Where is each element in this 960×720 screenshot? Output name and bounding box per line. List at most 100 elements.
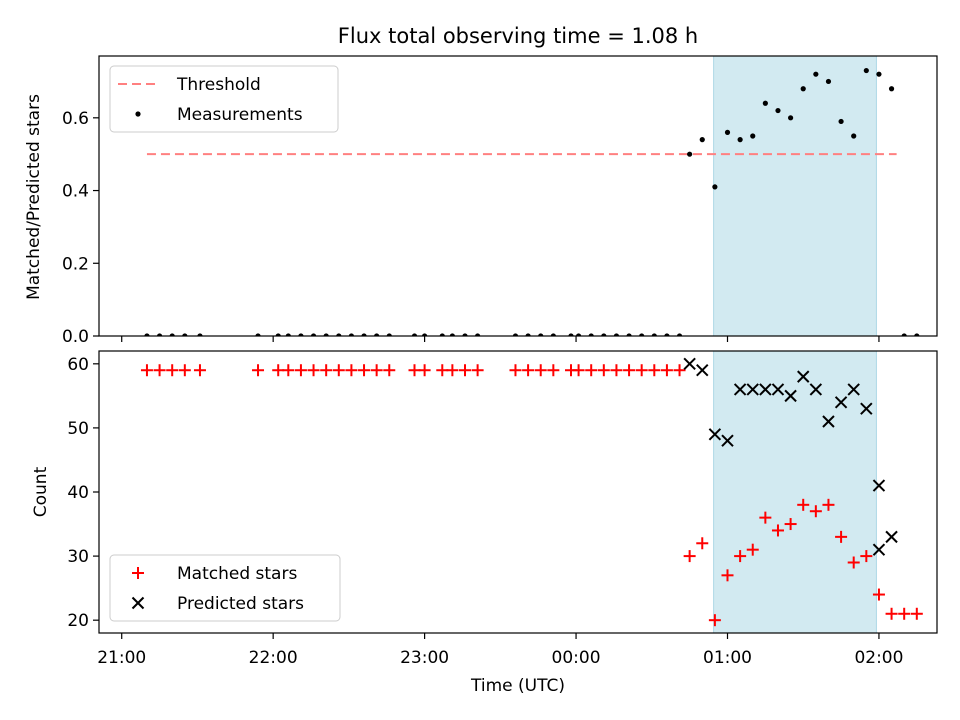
measurement-point: [888, 86, 895, 92]
measurement-point: [762, 100, 768, 106]
measurement-point: [851, 133, 857, 139]
matched-star-point: [509, 364, 522, 377]
matched-star-point: [418, 364, 431, 377]
matched-star-point: [708, 614, 721, 627]
matched-star-point: [320, 364, 333, 377]
measurement-point: [255, 333, 261, 336]
bottom-y-ticks: 20 30 40 50 60: [67, 355, 99, 631]
measurement-point: [588, 333, 594, 336]
y-tick-label: 60: [67, 355, 89, 375]
matched-star-point: [660, 364, 673, 377]
predicted-star-point: [733, 383, 747, 396]
matched-star-point: [759, 511, 772, 524]
y-tick-label: 40: [67, 483, 89, 503]
predicted-star-point: [708, 428, 722, 441]
matched-star-point: [898, 607, 911, 620]
matched-star-point: [696, 537, 709, 550]
measurement-point: [310, 333, 317, 336]
measurement-point: [775, 107, 781, 114]
measurement-point: [525, 333, 531, 336]
measurement-point: [664, 333, 670, 336]
top-panel: 0.0 0.2 0.4 0.6 Matched/Predicted stars Thr…: [24, 55, 938, 347]
matched-star-point: [522, 364, 535, 377]
matched-star-point: [746, 543, 759, 556]
predicted-star-point: [746, 383, 759, 396]
top-shaded-region: [713, 56, 877, 336]
predicted-star-point: [809, 383, 823, 396]
bottom-legend: Matched stars Predicted stars: [109, 554, 341, 622]
predicted-star-point: [771, 383, 785, 396]
predicted-star-point: [872, 479, 886, 492]
matched-star-point: [822, 498, 835, 511]
y-tick-label: 0.4: [62, 182, 89, 202]
predicted-star-point: [872, 543, 886, 556]
measurement-point: [411, 333, 418, 336]
matched-star-point: [383, 364, 396, 377]
bottom-panel: 20 30 40 50 60 21:00 22:00 23:00 00:00 01:00 02:0…: [31, 350, 938, 696]
matched-star-point: [140, 364, 153, 377]
matched-star-point: [166, 364, 179, 377]
matched-star-point: [885, 607, 898, 620]
measurement-point: [156, 333, 163, 336]
measurement-point: [568, 333, 574, 336]
measurement-point: [876, 71, 882, 77]
matched-marker: [132, 567, 144, 579]
matched-star-point: [597, 364, 610, 377]
matched-star-point: [860, 550, 873, 563]
matched-star-point: [408, 364, 421, 377]
matched-star-point: [294, 364, 307, 377]
x-tick-label: 00:00: [552, 648, 601, 668]
predicted-star-point: [834, 396, 848, 409]
measurement-points: [144, 67, 920, 336]
legend-measurements-label: Measurements: [177, 105, 303, 125]
matched-star-point: [784, 518, 797, 531]
measurement-point: [601, 333, 607, 336]
measurement-point: [676, 333, 683, 336]
x-tick-label: 21:00: [97, 648, 146, 668]
measurement-point: [699, 137, 705, 143]
matched-star-point: [178, 364, 191, 377]
measurement-point: [197, 333, 203, 336]
matched-star-point: [307, 364, 320, 377]
matched-star-point: [721, 569, 734, 582]
legend-matched-label: Matched stars: [177, 564, 297, 584]
measurement-point: [613, 333, 620, 336]
matched-star-point: [872, 588, 885, 601]
measurement-point: [914, 333, 920, 336]
measurement-point: [144, 333, 150, 336]
measurement-point: [323, 333, 329, 336]
bottom-shaded-region: [713, 351, 877, 633]
measurement-point: [724, 129, 731, 135]
measurement-point: [800, 86, 806, 92]
top-axes-frame: [98, 55, 938, 337]
predicted-star-point: [860, 402, 873, 415]
bottom-x-ticks: 21:00 22:00 23:00 00:00 01:00 02:00: [97, 633, 903, 668]
y-tick-label: 50: [67, 419, 89, 439]
legend-predicted-label: Predicted stars: [177, 594, 304, 614]
y-tick-label: 20: [67, 611, 89, 631]
matched-star-point: [648, 364, 661, 377]
matched-star-point: [332, 364, 345, 377]
bottom-y-axis-label: Count: [31, 466, 51, 517]
measurement-point: [298, 333, 304, 336]
predicted-star-point: [797, 370, 810, 383]
x-tick-label: 23:00: [400, 648, 449, 668]
measurement-point: [575, 333, 582, 336]
legend-predicted-swatch: [131, 596, 145, 610]
matched-star-point: [623, 364, 636, 377]
measurement-point: [374, 333, 380, 336]
predicted-star-point: [847, 383, 860, 396]
measurement-point: [639, 333, 645, 336]
matched-star-point: [835, 530, 848, 543]
measurement-point: [788, 115, 794, 121]
measurement-point: [182, 333, 188, 336]
measurement-point: [863, 67, 869, 74]
predicted-star-point: [885, 530, 898, 544]
measurement-point: [737, 137, 743, 143]
matched-star-point: [345, 364, 358, 377]
y-tick-label: 0.0: [62, 327, 89, 347]
y-tick-label: 30: [67, 547, 89, 567]
matched-star-point: [193, 364, 206, 377]
predicted-star-point: [683, 357, 696, 371]
measurement-point: [348, 333, 355, 336]
